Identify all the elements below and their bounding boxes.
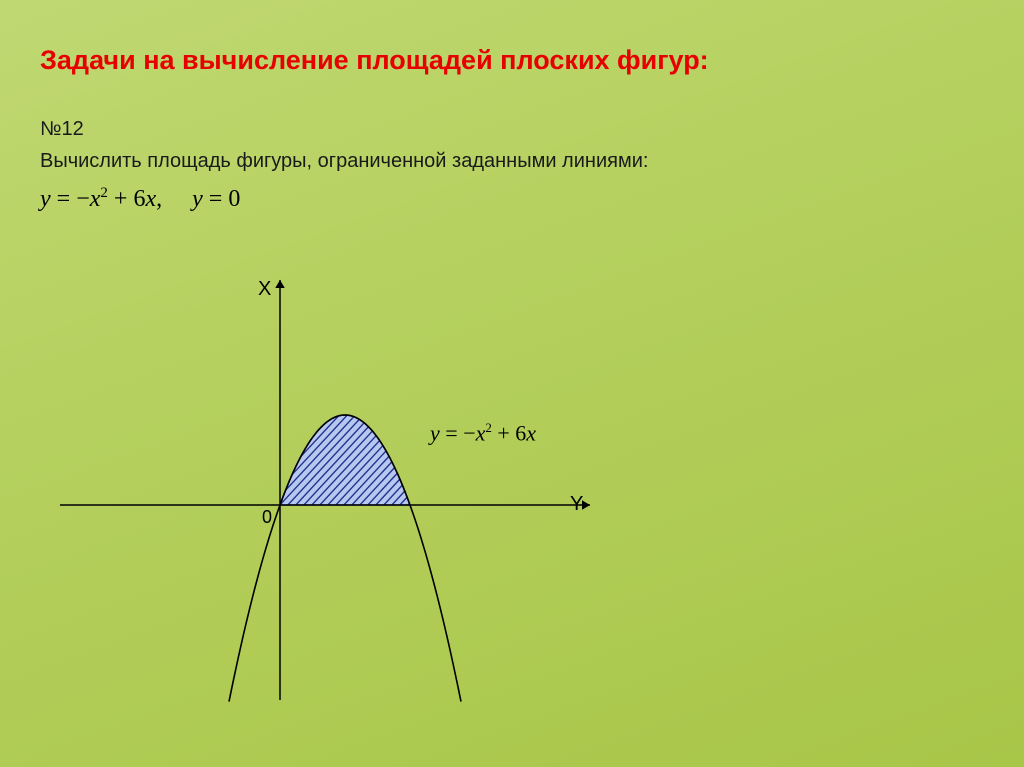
- origin-label: 0: [262, 507, 272, 528]
- horizontal-axis-label: Y: [570, 493, 583, 516]
- vertical-axis-label: X: [258, 278, 271, 301]
- chart-area: X Y 0 y = −x2 + 6x: [60, 270, 660, 710]
- page-title: Задачи на вычисление площадей плоских фи…: [40, 45, 709, 76]
- curve-equation-label: y = −x2 + 6x: [430, 420, 536, 446]
- problem-statement: Вычислить площадь фигуры, ограниченной з…: [40, 150, 648, 173]
- problem-number: №12: [40, 118, 84, 141]
- given-equations: y = −x2 + 6x, y = 0: [40, 185, 240, 213]
- chart-svg: [60, 270, 660, 710]
